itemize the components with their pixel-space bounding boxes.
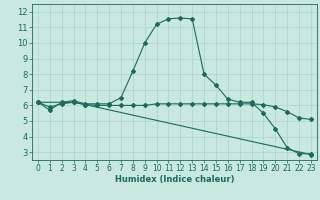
X-axis label: Humidex (Indice chaleur): Humidex (Indice chaleur)	[115, 175, 234, 184]
